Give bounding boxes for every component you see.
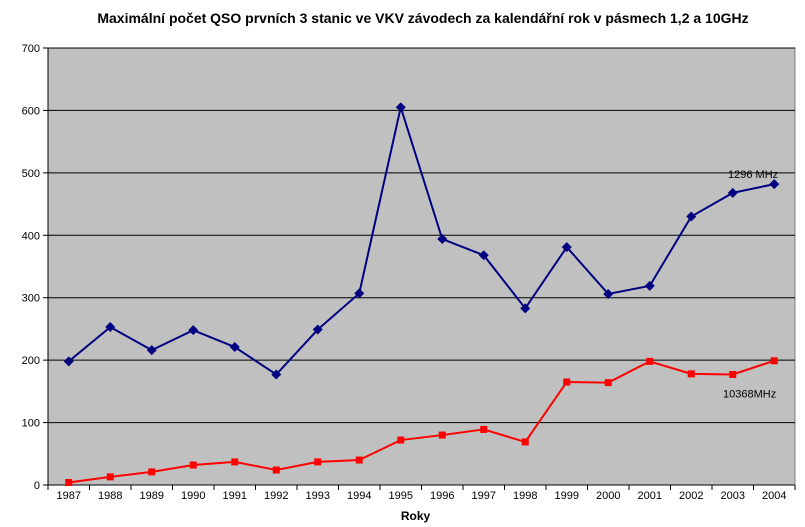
- y-tick-label: 700: [22, 43, 40, 55]
- x-tick-label: 1988: [98, 490, 122, 502]
- x-tick-label: 1999: [555, 490, 579, 502]
- data-point: [314, 458, 322, 466]
- x-tick-label: 2003: [721, 490, 745, 502]
- data-point: [770, 357, 778, 365]
- data-point: [189, 461, 197, 469]
- data-point: [437, 234, 448, 245]
- x-tick-label: 1992: [264, 490, 288, 502]
- data-point: [355, 456, 363, 464]
- x-tick-label: 2001: [638, 490, 662, 502]
- data-point: [563, 378, 571, 386]
- data-point: [229, 342, 240, 353]
- data-point: [604, 379, 612, 387]
- data-point: [438, 431, 446, 439]
- data-point: [231, 458, 239, 466]
- x-tick-label: 1993: [306, 490, 330, 502]
- data-point: [63, 356, 74, 367]
- y-tick-label: 300: [22, 293, 40, 305]
- y-tick-label: 400: [22, 230, 40, 242]
- y-tick-label: 500: [22, 168, 40, 180]
- data-point: [646, 357, 654, 365]
- x-tick-label: 1997: [472, 490, 496, 502]
- x-tick-label: 1990: [181, 490, 205, 502]
- data-point: [521, 438, 529, 446]
- series-line-1: [68, 359, 775, 484]
- data-point: [105, 322, 116, 333]
- x-tick-label: 1995: [389, 490, 413, 502]
- x-tick-label: 1994: [347, 490, 371, 502]
- x-tick-label: 2000: [596, 490, 620, 502]
- y-tick-label: 0: [34, 480, 40, 492]
- x-tick-label: 1989: [140, 490, 164, 502]
- x-tick-label: 1991: [223, 490, 247, 502]
- x-tick-label: 2002: [679, 490, 703, 502]
- chart-title: Maximální počet QSO prvních 3 stanic ve …: [97, 10, 749, 26]
- y-tick-label: 200: [22, 355, 40, 367]
- plot-area: [47, 47, 796, 486]
- y-tick-label: 600: [22, 105, 40, 117]
- series-label: 10368MHz: [723, 389, 776, 401]
- data-point: [727, 187, 738, 198]
- data-point: [397, 436, 405, 444]
- data-point: [271, 369, 282, 380]
- data-point: [520, 303, 531, 314]
- y-tick-label: 100: [22, 418, 40, 430]
- data-point: [769, 179, 780, 190]
- series-line-0: [68, 103, 775, 376]
- data-point: [478, 250, 489, 261]
- data-point: [106, 473, 114, 481]
- x-tick-label: 1987: [57, 490, 81, 502]
- data-point: [395, 102, 406, 113]
- data-point: [188, 325, 199, 336]
- series-label: 1296 MHz: [728, 169, 778, 181]
- x-tick-label: 1996: [430, 490, 454, 502]
- data-point: [729, 371, 737, 379]
- data-point: [354, 288, 365, 299]
- data-point: [312, 324, 323, 335]
- data-point: [272, 466, 280, 474]
- x-tick-label: 1998: [513, 490, 537, 502]
- data-point: [146, 345, 157, 356]
- data-point: [603, 288, 614, 299]
- data-point: [687, 370, 695, 378]
- data-point: [686, 211, 697, 222]
- data-point: [65, 479, 73, 487]
- x-axis-label: Roky: [401, 509, 431, 523]
- data-point: [480, 425, 488, 433]
- x-tick-label: 2004: [762, 490, 786, 502]
- data-point: [644, 280, 655, 291]
- data-point: [148, 468, 156, 476]
- data-point: [561, 242, 572, 253]
